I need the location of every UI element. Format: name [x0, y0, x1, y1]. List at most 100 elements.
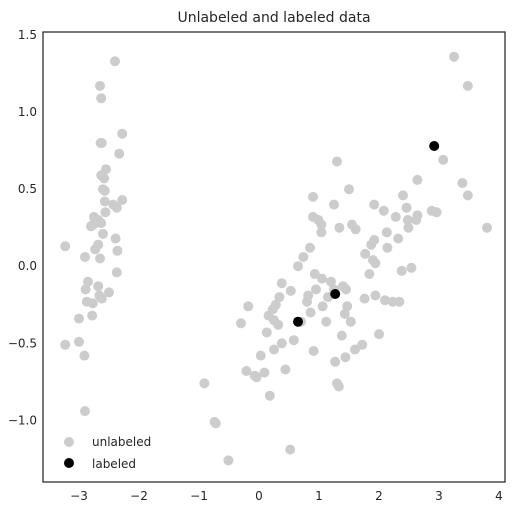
unlabeled-point: [316, 227, 327, 238]
labeled-point: [293, 316, 303, 327]
unlabeled-point: [285, 444, 296, 455]
unlabeled-point: [305, 307, 316, 318]
labeled-point: [330, 289, 341, 299]
unlabeled-point: [412, 174, 423, 185]
unlabeled-point: [317, 301, 328, 312]
unlabeled-point: [402, 215, 413, 225]
unlabeled-point: [74, 313, 84, 324]
y-tick-label: −0.5: [8, 336, 37, 350]
unlabeled-point: [223, 455, 234, 466]
unlabeled-point: [370, 290, 381, 301]
unlabeled-point: [93, 281, 104, 292]
unlabeled-point: [210, 418, 221, 429]
x-tick-label: 2: [375, 489, 383, 503]
unlabeled-point: [381, 227, 392, 238]
unlabeled-point: [374, 329, 384, 340]
y-tick-label: 0.0: [18, 259, 37, 273]
unlabeled-point: [406, 262, 417, 273]
unlabeled-point: [60, 241, 71, 252]
unlabeled-point: [449, 51, 459, 62]
unlabeled-point: [96, 138, 107, 148]
unlabeled-point: [96, 293, 107, 304]
plot-frame: [42, 31, 506, 483]
unlabeled-point: [340, 352, 351, 363]
unlabeled-point: [255, 350, 266, 361]
legend-label-labeled: labeled: [92, 457, 136, 471]
unlabeled-point: [87, 310, 98, 321]
legend-marker-labeled: [64, 458, 74, 468]
unlabeled-point: [401, 202, 412, 213]
unlabeled-point: [339, 309, 350, 319]
unlabeled-point: [261, 327, 272, 338]
unlabeled-point: [80, 284, 91, 295]
unlabeled-point: [431, 207, 442, 218]
unlabeled-point: [308, 346, 319, 356]
unlabeled-point: [241, 366, 252, 376]
unlabeled-point: [110, 233, 121, 244]
unlabeled-point: [342, 301, 353, 312]
unlabeled-point: [303, 290, 314, 301]
unlabeled-point: [243, 301, 254, 312]
unlabeled-point: [332, 156, 342, 167]
unlabeled-point: [350, 344, 360, 355]
x-tick-label: −1: [190, 489, 208, 503]
unlabeled-point: [329, 199, 339, 210]
unlabeled-point: [100, 207, 111, 218]
unlabeled-point: [276, 338, 287, 349]
unlabeled-point: [341, 284, 351, 295]
unlabeled-point: [98, 228, 108, 239]
unlabeled-point: [311, 284, 321, 295]
unlabeled-point: [104, 287, 114, 298]
unlabeled-point: [95, 80, 105, 91]
unlabeled-point: [288, 335, 299, 346]
unlabeled-point: [117, 128, 128, 139]
unlabeled-point: [236, 318, 246, 329]
unlabeled-point: [270, 299, 281, 310]
unlabeled-point: [293, 261, 303, 272]
unlabeled-point: [83, 276, 93, 287]
x-tick-label: −3: [70, 489, 88, 503]
unlabeled-point: [462, 80, 473, 91]
unlabeled-point: [390, 211, 401, 222]
unlabeled-point: [264, 390, 275, 401]
unlabeled-point: [74, 336, 84, 347]
labeled-point: [429, 141, 440, 151]
unlabeled-point: [308, 191, 318, 202]
unlabeled-point: [382, 242, 393, 253]
unlabeled-point: [394, 296, 405, 307]
unlabeled-point: [403, 222, 414, 233]
unlabeled-point: [396, 265, 407, 276]
points-layer: [60, 51, 492, 466]
unlabeled-point: [482, 222, 492, 233]
unlabeled-point: [438, 154, 449, 165]
unlabeled-point: [79, 350, 90, 361]
unlabeled-point: [274, 292, 285, 303]
unlabeled-point: [345, 316, 356, 327]
unlabeled-point: [88, 219, 99, 230]
unlabeled-point: [370, 258, 381, 269]
y-axis-ticks: −1.0 −0.5 0.0 0.5 1.0 1.5: [8, 28, 37, 427]
unlabeled-point: [95, 253, 105, 264]
unlabeled-point: [285, 285, 296, 296]
unlabeled-point: [280, 364, 291, 375]
unlabeled-point: [80, 406, 90, 417]
x-tick-label: −2: [130, 489, 148, 503]
unlabeled-point: [273, 319, 284, 330]
unlabeled-point: [309, 269, 320, 279]
unlabeled-point: [398, 190, 408, 201]
unlabeled-point: [99, 173, 110, 184]
unlabeled-point: [298, 252, 309, 262]
unlabeled-point: [305, 242, 315, 253]
unlabeled-point: [364, 269, 375, 279]
legend-label-unlabeled: unlabeled: [92, 435, 151, 449]
unlabeled-point: [457, 178, 468, 188]
unlabeled-point: [96, 93, 107, 104]
unlabeled-point: [359, 293, 370, 304]
unlabeled-point: [269, 344, 279, 355]
unlabeled-point: [326, 276, 336, 287]
unlabeled-point: [251, 372, 262, 383]
unlabeled-point: [380, 295, 390, 306]
unlabeled-point: [199, 378, 210, 389]
y-tick-label: 1.5: [18, 28, 37, 42]
